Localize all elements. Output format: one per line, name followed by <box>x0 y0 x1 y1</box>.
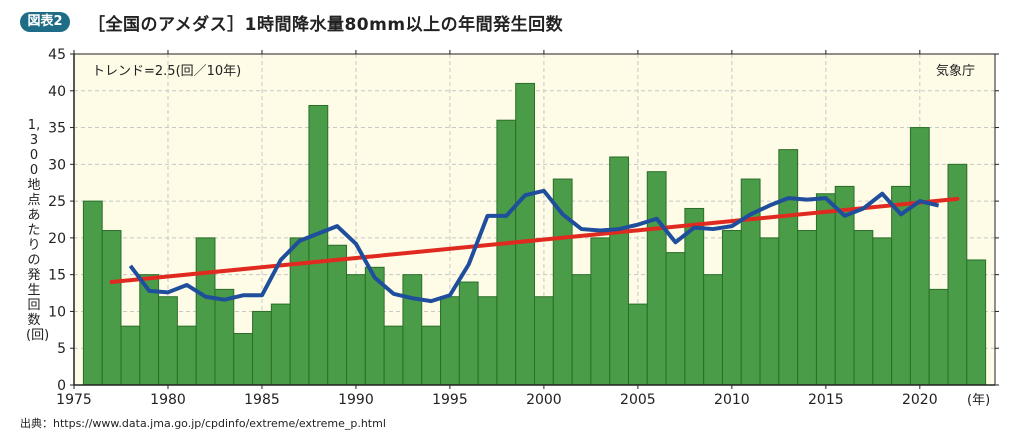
bar-2020 <box>909 127 930 386</box>
bar-2000 <box>534 296 554 386</box>
y-tick-label: 25 <box>48 194 66 210</box>
bar-1985 <box>252 310 272 386</box>
bar-2009 <box>703 274 723 386</box>
x-axis-unit: (年) <box>967 393 990 408</box>
x-tick-label: 1980 <box>150 392 186 408</box>
x-tick-label: 1975 <box>56 392 92 408</box>
bar-1998 <box>496 119 517 386</box>
bar-1981 <box>176 325 197 386</box>
bar-2013 <box>778 149 799 386</box>
y-tick-label: 5 <box>57 341 66 357</box>
figure-badge: 図表2 <box>20 12 70 32</box>
bar-2014 <box>797 230 817 386</box>
y-tick-label: 40 <box>48 84 66 100</box>
bar-1987 <box>289 237 310 386</box>
bar-2002 <box>571 274 592 386</box>
y-tick-label: 20 <box>48 231 66 247</box>
bar-2007 <box>665 252 686 386</box>
source-annotation: 気象庁 <box>936 63 975 79</box>
bars <box>82 82 987 386</box>
x-tick-label: 2005 <box>620 392 656 408</box>
axes: 0 5 10 15 20 25 30 35 40 45 1975 1980 1985 1990 1995 20… <box>48 47 999 408</box>
bar-1999 <box>515 82 536 386</box>
y-tick-label: 15 <box>48 268 66 284</box>
y-tick-label: 10 <box>48 304 66 320</box>
bar-2010 <box>721 230 742 386</box>
y-axis-label: 1,300地点あたりの発生回数(回) <box>26 118 50 343</box>
x-tick-label: 2020 <box>902 392 938 408</box>
bar-2004 <box>609 156 629 386</box>
x-tick-label: 1995 <box>432 392 468 408</box>
y-tick-label: 0 <box>57 378 66 394</box>
bar-1986 <box>270 303 291 386</box>
bar-1983 <box>214 288 235 386</box>
bar-1997 <box>477 296 498 386</box>
bar-2006 <box>646 171 667 386</box>
bar-2001 <box>552 178 573 386</box>
bar-2023 <box>966 259 987 386</box>
bar-1982 <box>195 237 216 386</box>
bar-1996 <box>458 281 479 386</box>
trend-annotation: トレンド=2.5(回／10年) <box>92 64 241 79</box>
y-tick-label: 30 <box>48 157 66 173</box>
source-note: 出典：https://www.data.jma.go.jp/cpdinfo/ex… <box>20 417 386 430</box>
bar-2017 <box>853 230 874 386</box>
bar-2015 <box>815 193 836 386</box>
trend-line <box>109 196 960 285</box>
x-tick-label: 2010 <box>714 392 750 408</box>
bar-1994 <box>421 325 442 386</box>
x-tick-label: 2000 <box>526 392 562 408</box>
bar-1976 <box>82 200 103 386</box>
bar-1992 <box>383 325 404 386</box>
bar-2005 <box>627 303 648 386</box>
bar-1988 <box>308 104 329 386</box>
bar-1984 <box>233 333 254 386</box>
bar-2012 <box>759 237 780 386</box>
x-tick-label: 1990 <box>338 392 374 408</box>
y-tick-label: 45 <box>48 47 66 63</box>
bar-1995 <box>440 296 460 386</box>
moving-average-line <box>128 188 940 304</box>
chart-title: ［全国のアメダス］1時間降水量80mm以上の年間発生回数 <box>88 15 564 35</box>
bar-2021 <box>928 288 949 386</box>
bar-1978 <box>120 325 141 386</box>
bar-1980 <box>158 296 178 386</box>
bar-1993 <box>402 274 423 386</box>
bar-1989 <box>327 244 348 386</box>
x-tick-label: 1985 <box>244 392 280 408</box>
y-tick-label: 35 <box>48 121 66 137</box>
bar-2003 <box>590 237 611 386</box>
bar-1977 <box>101 230 122 386</box>
bar-2018 <box>872 237 893 386</box>
bar-1990 <box>346 274 366 386</box>
x-tick-label: 2015 <box>808 392 844 408</box>
